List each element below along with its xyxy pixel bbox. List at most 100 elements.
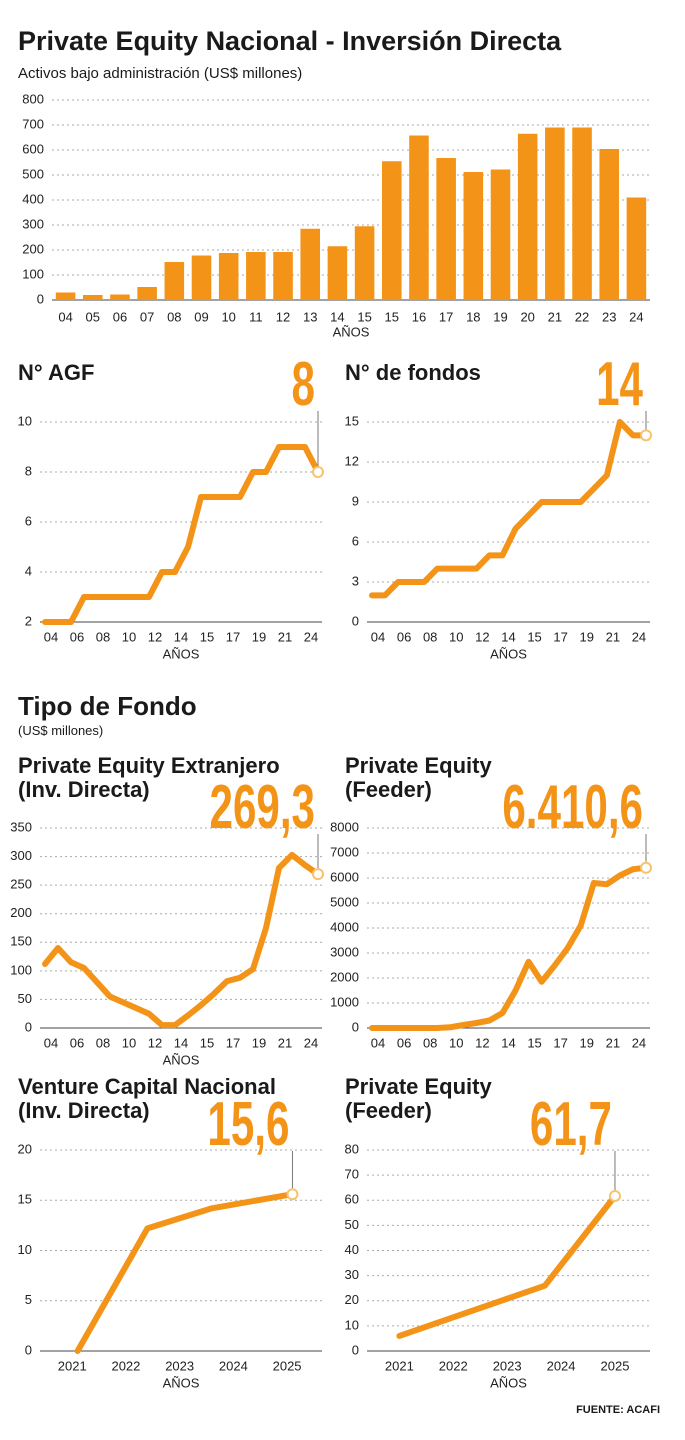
x-tick-label: 12 <box>148 1035 162 1050</box>
x-tick-label: 10 <box>122 1035 136 1050</box>
x-axis-title: AÑOS <box>163 1052 200 1067</box>
x-tick-label: 15 <box>200 1035 214 1050</box>
bar <box>463 172 484 300</box>
y-tick-label: 2 <box>25 613 32 628</box>
x-axis-title: AÑOS <box>163 646 200 661</box>
line <box>369 419 649 599</box>
x-tick-label: 22 <box>575 309 589 324</box>
x-tick-label: 10 <box>449 1035 463 1050</box>
chart-title: Private Equity <box>345 1074 492 1099</box>
y-tick-label: 5 <box>25 1292 32 1307</box>
x-tick-label: 08 <box>96 629 110 644</box>
x-tick-label: 17 <box>553 629 567 644</box>
bar <box>191 255 212 300</box>
x-tick-label: 2021 <box>385 1358 414 1373</box>
x-tick-label: 04 <box>44 1035 58 1050</box>
y-tick-label: 700 <box>22 116 44 131</box>
y-tick-label: 250 <box>10 877 32 892</box>
x-tick-label: 15 <box>385 309 399 324</box>
y-tick-label: 12 <box>345 453 359 468</box>
x-tick-label: 16 <box>412 309 426 324</box>
bar <box>273 252 293 300</box>
last-point <box>286 1188 299 1201</box>
line <box>42 851 321 1029</box>
y-tick-label: 1000 <box>330 994 359 1009</box>
x-axis-title: AÑOS <box>333 324 370 339</box>
x-tick-label: 04 <box>371 1035 385 1050</box>
bar <box>354 226 375 300</box>
x-tick-label: 2023 <box>165 1358 194 1373</box>
x-tick-label: 07 <box>140 309 154 324</box>
chart-title: N° de fondos <box>345 360 481 385</box>
y-tick-label: 4 <box>25 563 32 578</box>
y-tick-label: 15 <box>345 413 359 428</box>
x-tick-label: 24 <box>629 309 643 324</box>
bar <box>545 127 565 300</box>
x-tick-label: 06 <box>113 309 127 324</box>
y-tick-label: 3 <box>352 573 359 588</box>
y-tick-label: 9 <box>352 493 359 508</box>
source: FUENTE: ACAFI <box>576 1404 660 1416</box>
y-tick-label: 600 <box>22 141 44 156</box>
x-tick-label: 14 <box>330 309 344 324</box>
bar <box>55 292 76 300</box>
x-tick-label: 15 <box>527 629 541 644</box>
y-tick-label: 150 <box>10 934 32 949</box>
y-tick-label: 8000 <box>330 819 359 834</box>
x-tick-label: 2023 <box>493 1358 522 1373</box>
x-tick-label: 2022 <box>111 1358 140 1373</box>
x-tick-label: 12 <box>276 309 290 324</box>
y-tick-label: 500 <box>22 166 44 181</box>
x-tick-label: 18 <box>466 309 480 324</box>
x-tick-label: 04 <box>44 629 58 644</box>
x-tick-label: 21 <box>606 1035 620 1050</box>
x-tick-label: 2021 <box>58 1358 87 1373</box>
last-point <box>312 868 324 881</box>
x-tick-label: 10 <box>449 629 463 644</box>
line <box>396 1192 618 1339</box>
chart-title: (Feeder) <box>345 1098 432 1123</box>
y-tick-label: 70 <box>345 1167 359 1182</box>
x-tick-label: 14 <box>501 629 515 644</box>
line <box>74 1191 296 1354</box>
bar <box>82 295 103 300</box>
y-tick-label: 50 <box>18 991 32 1006</box>
annotation: 61,7 <box>530 1090 612 1159</box>
bar <box>300 228 321 300</box>
y-tick-label: 6 <box>25 513 32 528</box>
x-tick-label: 15 <box>527 1035 541 1050</box>
section-subtitle: (US$ millones) <box>18 723 103 738</box>
x-tick-label: 19 <box>493 309 507 324</box>
last-point <box>312 466 324 478</box>
x-axis-title: AÑOS <box>490 1375 527 1390</box>
x-tick-label: 21 <box>278 1035 292 1050</box>
bar <box>327 246 348 300</box>
x-tick-label: 19 <box>580 1035 594 1050</box>
x-tick-label: 24 <box>632 1035 646 1050</box>
chart-title: Venture Capital Nacional <box>18 1074 276 1099</box>
y-tick-label: 300 <box>22 216 44 231</box>
x-tick-label: 24 <box>304 629 318 644</box>
x-tick-label: 11 <box>249 309 263 324</box>
y-tick-label: 10 <box>18 413 32 428</box>
chart-title: Private Equity Nacional - Inversión Dire… <box>18 26 562 56</box>
y-tick-label: 0 <box>352 1019 359 1034</box>
y-tick-label: 300 <box>10 848 32 863</box>
y-tick-label: 350 <box>10 819 32 834</box>
y-tick-label: 7000 <box>330 844 359 859</box>
x-tick-label: 13 <box>303 309 317 324</box>
x-tick-label: 21 <box>278 629 292 644</box>
y-tick-label: 8 <box>25 463 32 478</box>
bar <box>599 149 620 300</box>
y-tick-label: 40 <box>345 1242 359 1257</box>
y-tick-label: 200 <box>22 241 44 256</box>
x-tick-label: 08 <box>423 1035 437 1050</box>
x-tick-label: 19 <box>252 629 266 644</box>
x-tick-label: 2024 <box>547 1358 576 1373</box>
x-tick-label: 14 <box>501 1035 515 1050</box>
bar <box>409 135 429 300</box>
x-tick-label: 14 <box>174 1035 188 1050</box>
x-tick-label: 19 <box>252 1035 266 1050</box>
y-tick-label: 15 <box>18 1192 32 1207</box>
x-tick-label: 2025 <box>273 1358 302 1373</box>
